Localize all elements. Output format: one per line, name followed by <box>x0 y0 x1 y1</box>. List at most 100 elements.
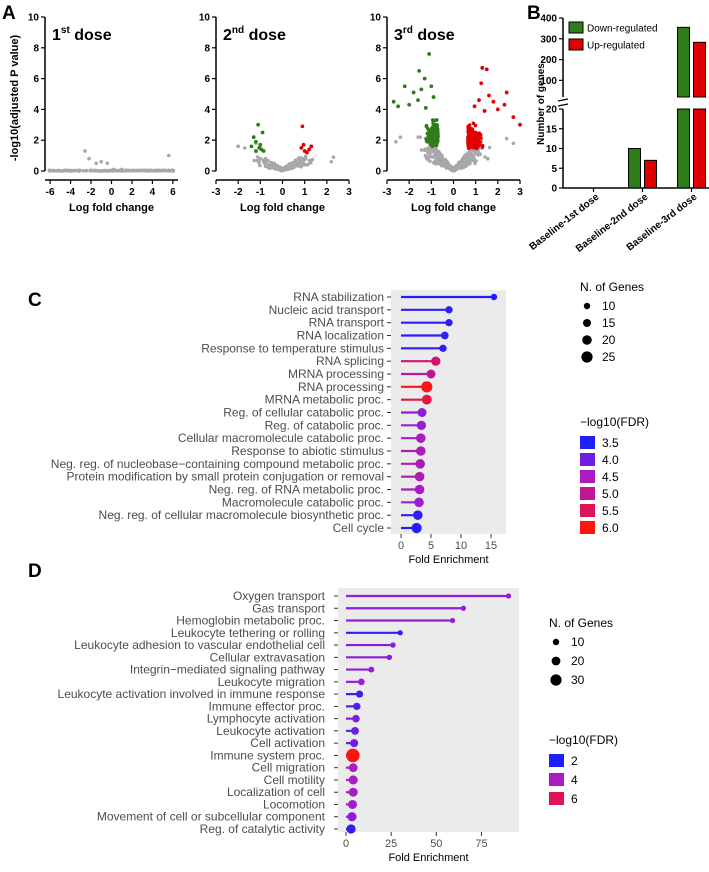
term-label: Leukocyte tethering or rolling <box>171 626 325 640</box>
term-label: Leukocyte migration <box>218 675 325 689</box>
term-label: Gas transport <box>252 601 325 615</box>
term-label: Integrin−mediated signaling pathway <box>130 663 325 677</box>
up-point <box>467 132 471 137</box>
term-label: Movement of cell or subcellular componen… <box>97 810 326 824</box>
lollipop-point <box>347 799 358 809</box>
term-label: Cell activation <box>250 736 325 750</box>
y-tick-label: 4 <box>204 105 210 116</box>
color-legend-swatch <box>580 521 595 534</box>
points <box>236 122 336 173</box>
up-point <box>468 142 473 146</box>
y-tick-label: 0 <box>33 167 39 178</box>
down-point <box>430 131 435 136</box>
down-point <box>258 142 263 147</box>
ns-point <box>131 168 136 173</box>
ns-point <box>149 168 154 173</box>
ns-point <box>303 157 308 161</box>
y-tick-label: 4 <box>33 105 39 116</box>
up-point <box>466 127 471 132</box>
lollipop-point <box>416 433 426 443</box>
y-tick-label: 10 <box>370 13 382 24</box>
ns-point <box>252 158 257 163</box>
color-legend-label: 4.0 <box>602 453 619 467</box>
up-point <box>470 128 475 133</box>
up-point <box>495 107 500 112</box>
term-label: Leukocyte activation involved in immune … <box>58 687 326 701</box>
ns-point <box>258 156 263 161</box>
down-point <box>411 90 416 95</box>
up-point <box>480 144 485 148</box>
ns-point <box>52 168 56 173</box>
up-point <box>480 65 485 70</box>
size-legend-title: N. of Genes <box>580 280 644 294</box>
ns-point <box>310 157 315 162</box>
y-tick-label: 20 <box>546 105 558 116</box>
x-tick-label: -2 <box>405 187 414 198</box>
up-point <box>511 115 516 119</box>
down-point <box>416 98 420 103</box>
x-tick-label: -4 <box>66 187 75 198</box>
ns-point <box>99 159 104 164</box>
lollipop-point <box>358 678 365 686</box>
panel-label-b: B <box>527 3 541 24</box>
ns-point <box>468 159 472 164</box>
lollipop-point <box>411 522 422 534</box>
up-point <box>491 99 496 104</box>
ns-point <box>125 168 129 173</box>
ns-point <box>255 158 260 163</box>
ns-point <box>93 168 97 173</box>
lollipop-point <box>348 763 358 773</box>
term-label: Localization of cell <box>227 785 325 799</box>
lollipop-point <box>490 293 498 301</box>
ns-point <box>438 157 443 162</box>
y-tick-label: 0 <box>204 167 210 178</box>
lollipop-point <box>440 331 449 340</box>
ns-point <box>487 145 492 150</box>
size-legend-dot <box>582 335 592 345</box>
y-tick-label: 6 <box>375 74 381 85</box>
size-legend-label: 10 <box>602 299 616 313</box>
x-tick-label: 4 <box>150 187 156 198</box>
lollipop-point <box>347 812 357 822</box>
x-tick-label: 0 <box>451 187 457 198</box>
down-point <box>431 95 436 99</box>
x-tick-label: 0 <box>398 540 404 552</box>
term-label: Immune system proc. <box>210 748 325 762</box>
lollipop-point <box>413 510 423 520</box>
axis-break <box>557 98 569 102</box>
ns-point <box>430 155 435 159</box>
size-legend-dot <box>550 674 562 686</box>
points <box>391 52 522 173</box>
legend-swatch <box>568 21 584 34</box>
up-point <box>300 124 305 129</box>
lollipop-point <box>460 605 467 611</box>
term-label: Neg. reg. of nucleobase−containing compo… <box>51 457 384 471</box>
color-legend-swatch <box>580 436 595 449</box>
x-tick-label: -2 <box>87 187 96 198</box>
lollipop-point <box>397 630 403 636</box>
ns-point <box>282 166 286 170</box>
lollipop-point <box>417 408 427 417</box>
bar-down-regulated <box>677 108 690 189</box>
ns-point <box>47 168 52 173</box>
ns-point <box>331 155 336 159</box>
ns-point <box>258 163 262 168</box>
ns-point <box>106 168 110 173</box>
color-legend-label: 6 <box>571 792 578 806</box>
y-tick-label: 0 <box>551 184 557 195</box>
term-label: Hemoglobin metabolic proc. <box>176 614 325 628</box>
x-tick-label: 3 <box>346 187 352 198</box>
ns-point <box>440 163 445 168</box>
size-legend-dot <box>552 638 560 646</box>
term-label: Leukocyte activation <box>216 724 325 738</box>
panel-label-c: C <box>28 290 42 311</box>
lollipop-point <box>431 356 441 366</box>
ns-point <box>255 155 260 159</box>
ns-point <box>306 162 310 167</box>
down-point <box>433 128 438 132</box>
x-tick-label: 2 <box>324 187 330 198</box>
bar-up-regulated <box>644 159 657 189</box>
x-tick-label: 0 <box>109 187 115 198</box>
